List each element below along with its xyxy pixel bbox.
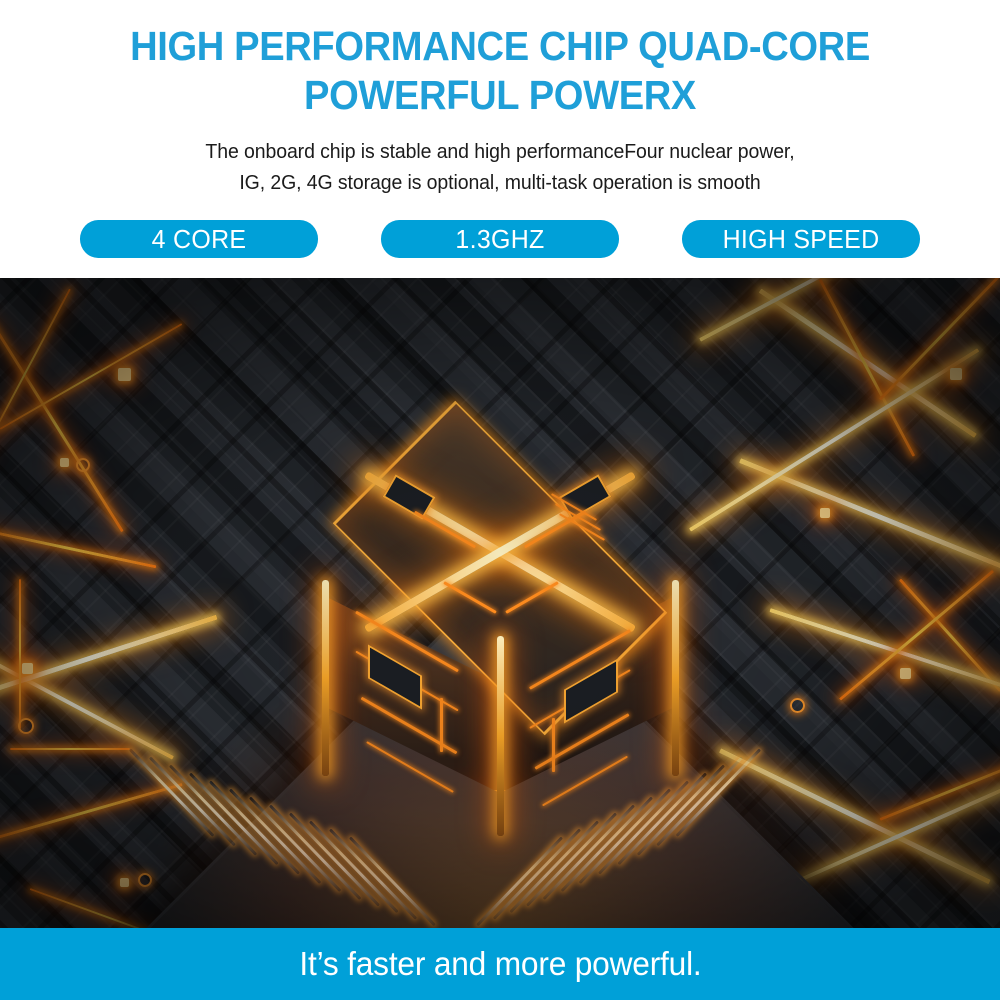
cube-edge-front xyxy=(497,636,504,836)
feature-badge-row: 4 CORE 1.3GHZ HIGH SPEED xyxy=(0,220,1000,258)
processor-cube xyxy=(290,400,710,868)
badge-high-speed[interactable]: HIGH SPEED xyxy=(681,220,921,258)
badge-clock-speed[interactable]: 1.3GHZ xyxy=(380,220,620,258)
badge-4-core[interactable]: 4 CORE xyxy=(79,220,319,258)
hero-chip-image xyxy=(0,278,1000,928)
header-section: HIGH PERFORMANCE CHIP QUAD-CORE POWERFUL… xyxy=(0,0,1000,278)
page-title: HIGH PERFORMANCE CHIP QUAD-CORE POWERFUL… xyxy=(130,23,870,118)
page-subtitle: The onboard chip is stable and high perf… xyxy=(205,140,795,194)
cube-edge-right xyxy=(672,580,679,776)
footer-tagline: It’s faster and more powerful. xyxy=(298,945,702,982)
footer-banner: It’s faster and more powerful. xyxy=(0,928,1000,1000)
cube-edge-left xyxy=(322,580,329,776)
